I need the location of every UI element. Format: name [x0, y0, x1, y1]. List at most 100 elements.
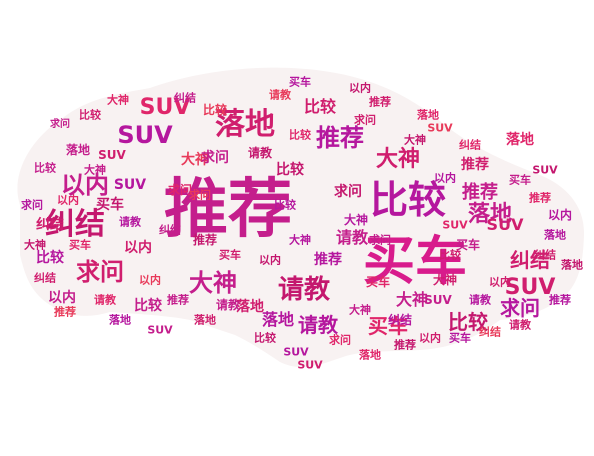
cloud-word: 以内: [61, 171, 109, 199]
cloud-word: 以内: [489, 275, 511, 289]
cloud-word: 请教: [215, 298, 241, 312]
cloud-word: 比较: [448, 310, 488, 334]
cloud-word: 推荐: [462, 182, 498, 203]
cloud-word: 纠结: [510, 248, 550, 272]
cloud-word: 纠结: [45, 207, 105, 242]
cloud-word: 求问: [50, 119, 70, 130]
cloud-word: 求问: [21, 198, 43, 212]
cloud-word: SUV: [139, 95, 191, 120]
cloud-word: 请教: [277, 275, 331, 305]
cloud-word: 推荐: [394, 338, 416, 352]
cloud-word: SUV: [504, 275, 556, 300]
cloud-word: 比较: [254, 331, 276, 345]
cloud-word: 推荐: [314, 252, 342, 268]
cloud-word: 推荐: [529, 191, 551, 205]
cloud-word: 纠结: [34, 271, 56, 285]
cloud-word: 落地: [544, 228, 566, 242]
cloud-word: 求问: [189, 188, 211, 202]
cloud-word: SUV: [297, 358, 323, 372]
cloud-word: 求问: [369, 233, 391, 247]
cloud-word: 推荐: [369, 95, 391, 109]
cloud-word: 纠结: [387, 313, 413, 327]
cloud-word: 纠结: [159, 223, 181, 237]
cloud-word: 以内: [124, 240, 152, 256]
cloud-word: 大神: [404, 133, 426, 147]
cloud-word: 求问: [334, 184, 362, 200]
cloud-word: 以内: [434, 171, 456, 185]
cloud-word: 比较: [36, 250, 64, 266]
cloud-word: 比较: [276, 162, 304, 178]
cloud-word: 大神: [343, 213, 369, 227]
cloud-word: 买车: [69, 238, 91, 252]
cloud-word: 比较: [303, 97, 337, 116]
cloud-word: 买车: [96, 197, 124, 213]
cloud-word: 比较: [274, 198, 296, 212]
cloud-word: 比较: [79, 108, 101, 122]
cloud-word: 大神: [181, 152, 209, 168]
cloud-word: 大神: [189, 269, 237, 297]
cloud-word: 请教: [247, 146, 273, 160]
cloud-word: 买车: [449, 331, 471, 345]
cloud-word: 落地: [467, 202, 513, 227]
cloud-word: 比较: [134, 298, 162, 314]
cloud-word: 请教: [94, 293, 116, 307]
cloud-word: 大神: [375, 147, 421, 172]
cloud-word: 推荐: [192, 233, 218, 247]
cloud-word: SUV: [147, 323, 173, 337]
cloud-word: 求问: [201, 150, 229, 166]
cloud-word: 纠结: [479, 325, 501, 339]
cloud-word: 纠结: [36, 217, 64, 233]
cloud-word: 推荐: [316, 124, 364, 152]
cloud-word: 推荐: [167, 293, 189, 307]
cloud-word: 大神: [24, 238, 46, 252]
cloud-word: 落地: [561, 258, 583, 272]
cloud-word: 纠结: [174, 91, 196, 105]
cloud-word: 纠结: [459, 138, 481, 152]
cloud-word: 落地: [194, 313, 216, 327]
cloud-word: 大神: [395, 290, 429, 309]
cloud-word: 买车: [368, 314, 408, 338]
cloud-word: 请教: [469, 293, 491, 307]
cloud-word: 比较: [289, 128, 311, 142]
cloud-word: 落地: [109, 313, 131, 327]
cloud-word: 以内: [139, 273, 161, 287]
cloud-word: 以内: [349, 81, 371, 95]
cloud-word: 比较: [202, 103, 228, 117]
cloud-word: SUV: [442, 218, 468, 232]
cloud-word: 请教: [335, 228, 369, 247]
cloud-word: 落地: [215, 107, 275, 142]
cloud-word: 大神: [289, 233, 311, 247]
cloud-word: SUV: [424, 293, 452, 307]
cloud-word: 以内: [57, 193, 79, 207]
cloud-word: SUV: [117, 121, 173, 149]
cloud-word: 以内: [48, 290, 76, 306]
cloud-word: 买车: [509, 173, 531, 187]
cloud-word: 纠结: [534, 248, 556, 262]
cloud-word: 大神: [432, 273, 458, 287]
cloud-word: SUV: [532, 163, 558, 177]
cloud-word: 求问: [76, 258, 124, 286]
cloud-word: 买车: [455, 238, 481, 252]
cloud-word: 大神: [107, 93, 129, 107]
cloud-word: 推荐: [461, 157, 489, 173]
cloud-word: 落地: [417, 108, 439, 122]
cloud-word: 落地: [261, 310, 295, 329]
cloud-word: 求问: [329, 333, 351, 347]
cloud-word: 落地: [65, 143, 91, 157]
cloud-word: 推荐: [54, 305, 76, 319]
cloud-word: 比较: [439, 248, 461, 262]
cloud-word: 推荐: [549, 293, 571, 307]
cloud-word: 大神: [84, 163, 106, 177]
cloud-word: 以内: [259, 253, 281, 267]
cloud-word: 求问: [354, 113, 376, 127]
cloud-word: 买车: [362, 232, 468, 292]
cloud-word: 比较: [34, 161, 56, 175]
cloud-word: 以内: [419, 331, 441, 345]
cloud-word: 落地: [506, 132, 534, 148]
cloud-word: 求问: [167, 183, 193, 197]
cloud-word: 求问: [500, 296, 540, 320]
cloud-word: 大神: [349, 303, 371, 317]
cloud-word: SUV: [486, 215, 524, 234]
